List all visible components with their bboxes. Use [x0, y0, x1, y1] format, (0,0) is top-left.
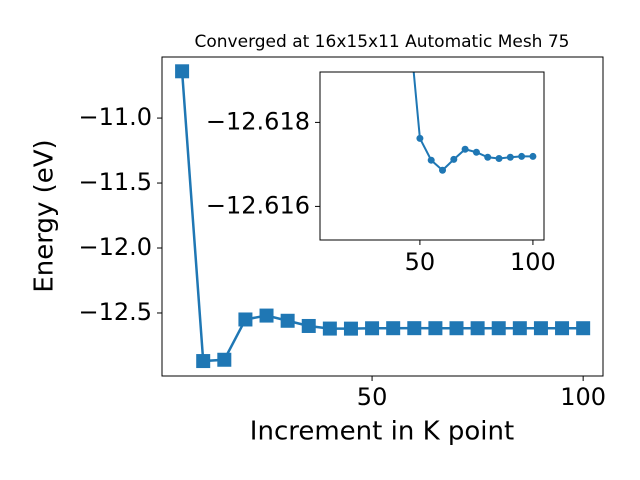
marker — [529, 152, 537, 160]
marker — [512, 321, 527, 336]
marker — [506, 153, 514, 161]
marker — [428, 321, 443, 336]
x-tick-label: 100 — [510, 248, 556, 276]
marker — [175, 64, 190, 79]
marker — [217, 352, 232, 367]
x-tick-label: 100 — [560, 383, 606, 411]
marker — [280, 313, 295, 328]
marker — [472, 148, 480, 156]
y-axis-label: Energy (eV) — [30, 139, 60, 292]
inset-background — [320, 72, 544, 240]
marker — [427, 156, 435, 164]
marker — [450, 155, 458, 163]
axes-frame — [319, 71, 545, 241]
marker — [365, 321, 380, 336]
y-tick-label: −12.618 — [206, 107, 310, 135]
marker — [343, 321, 358, 336]
x-tick-label: 50 — [357, 383, 388, 411]
marker — [386, 321, 401, 336]
marker — [484, 153, 492, 161]
marker — [495, 155, 503, 163]
marker — [470, 321, 485, 336]
y-tick-label: −12.616 — [206, 191, 310, 219]
marker — [555, 321, 570, 336]
marker — [416, 134, 424, 142]
y-tick-label: −11.5 — [78, 168, 152, 196]
marker — [518, 152, 526, 160]
marker — [259, 308, 274, 323]
marker — [449, 321, 464, 336]
x-tick-label: 50 — [405, 248, 436, 276]
plot-area — [405, 14, 537, 174]
y-tick-label: −12.0 — [78, 233, 152, 261]
axes-frame — [161, 56, 604, 377]
marker — [439, 166, 447, 174]
y-tick-label: −11.0 — [78, 103, 152, 131]
marker — [196, 354, 211, 369]
y-tick-label: −12.5 — [78, 298, 152, 326]
marker — [407, 321, 422, 336]
marker — [533, 321, 548, 336]
plot-area — [175, 64, 591, 369]
marker — [461, 145, 469, 153]
marker — [491, 321, 506, 336]
marker — [238, 312, 253, 327]
marker — [405, 14, 412, 21]
chart-title: Converged at 16x15x11 Automatic Mesh 75 — [195, 32, 570, 52]
marker — [301, 318, 316, 333]
marker — [576, 321, 591, 336]
x-axis-label: Increment in K point — [250, 417, 514, 447]
marker — [322, 321, 337, 336]
